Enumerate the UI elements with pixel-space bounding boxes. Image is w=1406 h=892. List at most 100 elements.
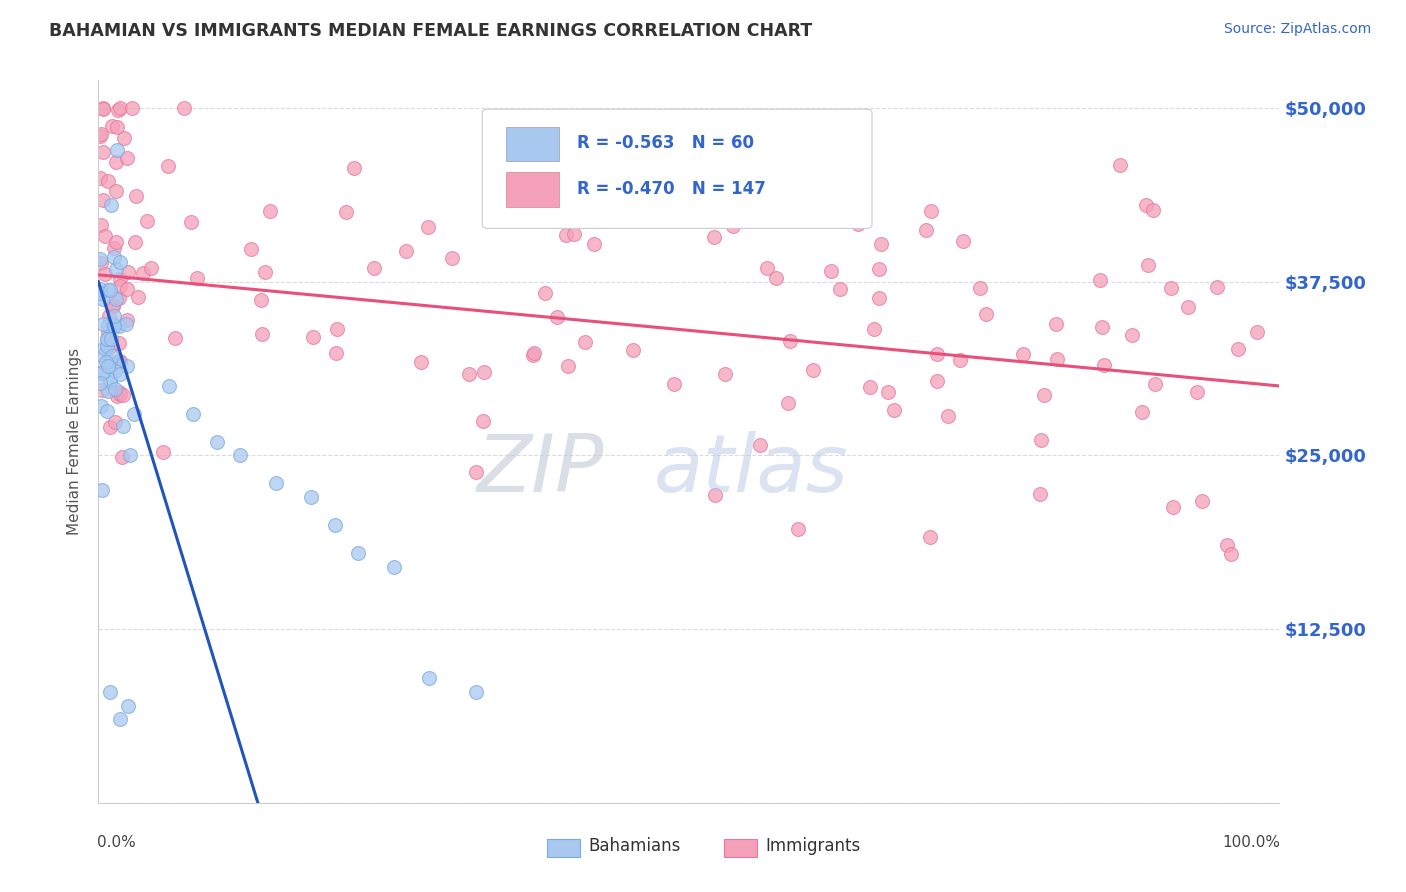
Point: [920, 530, 942, 544]
Point: [1090, 273, 1112, 287]
Point: [90, 399, 112, 413]
Point: [97, 326, 120, 340]
Point: [91, 102, 114, 116]
Point: [498, 202, 520, 216]
Point: [302, 330, 325, 344]
Point: [90, 127, 112, 141]
Point: [325, 346, 347, 360]
Point: [789, 174, 811, 188]
Point: [122, 407, 145, 421]
Point: [1160, 280, 1182, 294]
Point: [1136, 258, 1159, 272]
Point: [103, 382, 125, 396]
Point: [107, 319, 129, 334]
Point: [1226, 343, 1249, 357]
Point: [97, 318, 120, 333]
Point: [1219, 547, 1241, 561]
Point: [100, 684, 122, 698]
Point: [90, 219, 112, 233]
Point: [124, 235, 146, 249]
Point: [755, 261, 778, 276]
Text: Bahamians: Bahamians: [589, 838, 681, 855]
Point: [803, 363, 825, 377]
Point: [250, 293, 273, 307]
Point: [621, 343, 644, 357]
Point: [111, 387, 134, 401]
Point: [98, 309, 121, 323]
Point: [108, 367, 131, 381]
Point: [103, 309, 125, 323]
Point: [121, 101, 143, 115]
Point: [115, 317, 138, 331]
Point: [920, 204, 942, 219]
Point: [846, 217, 869, 231]
Point: [89, 376, 111, 391]
Point: [100, 373, 122, 387]
Point: [1046, 351, 1069, 366]
Point: [1130, 405, 1153, 419]
Point: [778, 396, 800, 410]
Point: [114, 131, 136, 145]
Point: [173, 101, 195, 115]
Point: [1029, 487, 1052, 501]
Point: [721, 219, 744, 233]
Point: [239, 243, 262, 257]
Point: [96, 332, 118, 346]
Point: [1094, 358, 1116, 372]
Point: [108, 101, 131, 115]
Point: [107, 385, 129, 400]
Point: [472, 414, 495, 428]
Point: [163, 330, 186, 344]
Point: [259, 204, 281, 219]
Point: [89, 252, 111, 266]
Point: [103, 241, 125, 255]
Point: [156, 159, 179, 173]
Point: [205, 434, 228, 449]
Point: [125, 189, 148, 203]
Point: [250, 327, 273, 342]
Point: [418, 671, 440, 685]
Text: R = -0.563   N = 60: R = -0.563 N = 60: [576, 134, 754, 153]
Point: [703, 229, 725, 244]
Point: [472, 365, 495, 379]
Point: [409, 355, 432, 369]
Text: 0.0%: 0.0%: [97, 835, 136, 850]
Point: [418, 219, 440, 234]
Point: [98, 419, 121, 434]
Point: [91, 348, 114, 362]
Point: [574, 335, 596, 350]
Point: [299, 490, 322, 504]
Point: [127, 290, 149, 304]
Point: [876, 385, 898, 400]
Point: [94, 228, 117, 243]
Point: [107, 335, 129, 350]
Point: [96, 339, 118, 353]
Point: [969, 281, 991, 295]
Point: [347, 546, 370, 560]
Point: [108, 354, 131, 368]
FancyBboxPatch shape: [547, 838, 581, 857]
Point: [1246, 325, 1268, 339]
Point: [863, 322, 886, 336]
Point: [323, 517, 346, 532]
Point: [89, 286, 111, 301]
Point: [89, 170, 111, 185]
Text: ZIP: ZIP: [477, 432, 603, 509]
Point: [582, 237, 605, 252]
Point: [820, 264, 842, 278]
Point: [868, 291, 890, 305]
Point: [91, 292, 114, 306]
Point: [765, 271, 787, 285]
Point: [110, 387, 132, 401]
Point: [104, 364, 127, 378]
Point: [546, 310, 568, 324]
Point: [100, 198, 122, 212]
Point: [93, 194, 115, 208]
Point: [96, 403, 118, 417]
Point: [103, 317, 125, 331]
Point: [93, 341, 115, 355]
Point: [557, 359, 579, 374]
Point: [103, 318, 125, 333]
Point: [186, 270, 208, 285]
Point: [139, 261, 162, 276]
